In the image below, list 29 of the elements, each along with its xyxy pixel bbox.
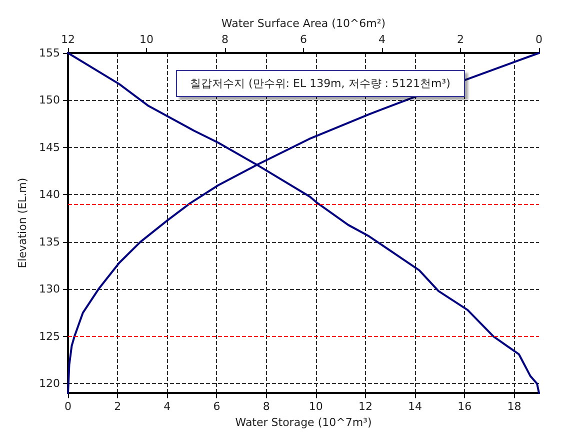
annotation: 칠갑저수지 (만수위: EL 139m, 저수량 : 5121천m³) <box>190 77 450 90</box>
x-tick-label: 8 <box>262 400 270 414</box>
x-tick-label: 0 <box>64 400 72 414</box>
x-axis-title: Water Storage (10^7m³) <box>235 416 372 429</box>
x2-axis-title: Water Surface Area (10^6m²) <box>221 17 386 30</box>
x2-tick-label: 6 <box>300 33 307 46</box>
x2-tick-label: 4 <box>378 33 386 46</box>
x-tick-label: 4 <box>164 400 171 414</box>
x-tick-label: 12 <box>358 400 372 414</box>
x-tick-label: 10 <box>308 400 323 414</box>
y-axis-title: Elevation (EL.m) <box>16 178 30 268</box>
y-tick-label: 135 <box>39 235 60 248</box>
x-tick-label: 16 <box>458 400 472 414</box>
y-tick-label: 155 <box>39 46 60 60</box>
x-tick-label: 6 <box>213 400 220 414</box>
x2-tick-label: 0 <box>536 33 542 46</box>
x2-tick-label: 12 <box>61 33 75 46</box>
x2-tick-label: 2 <box>457 33 464 46</box>
x2-tick-label: 8 <box>222 33 228 46</box>
y-tick-label: 120 <box>39 377 60 390</box>
y-tick-label: 130 <box>39 282 60 296</box>
x-tick-label: 14 <box>408 400 422 414</box>
x-tick-label: 2 <box>114 400 122 414</box>
x-tick-label: 18 <box>507 400 522 414</box>
y-tick-label: 140 <box>39 188 60 202</box>
y-tick-label: 125 <box>39 330 60 343</box>
y-tick-label: 150 <box>39 94 60 107</box>
y-tick-label: 145 <box>39 140 60 154</box>
x2-tick-label: 10 <box>140 33 154 46</box>
